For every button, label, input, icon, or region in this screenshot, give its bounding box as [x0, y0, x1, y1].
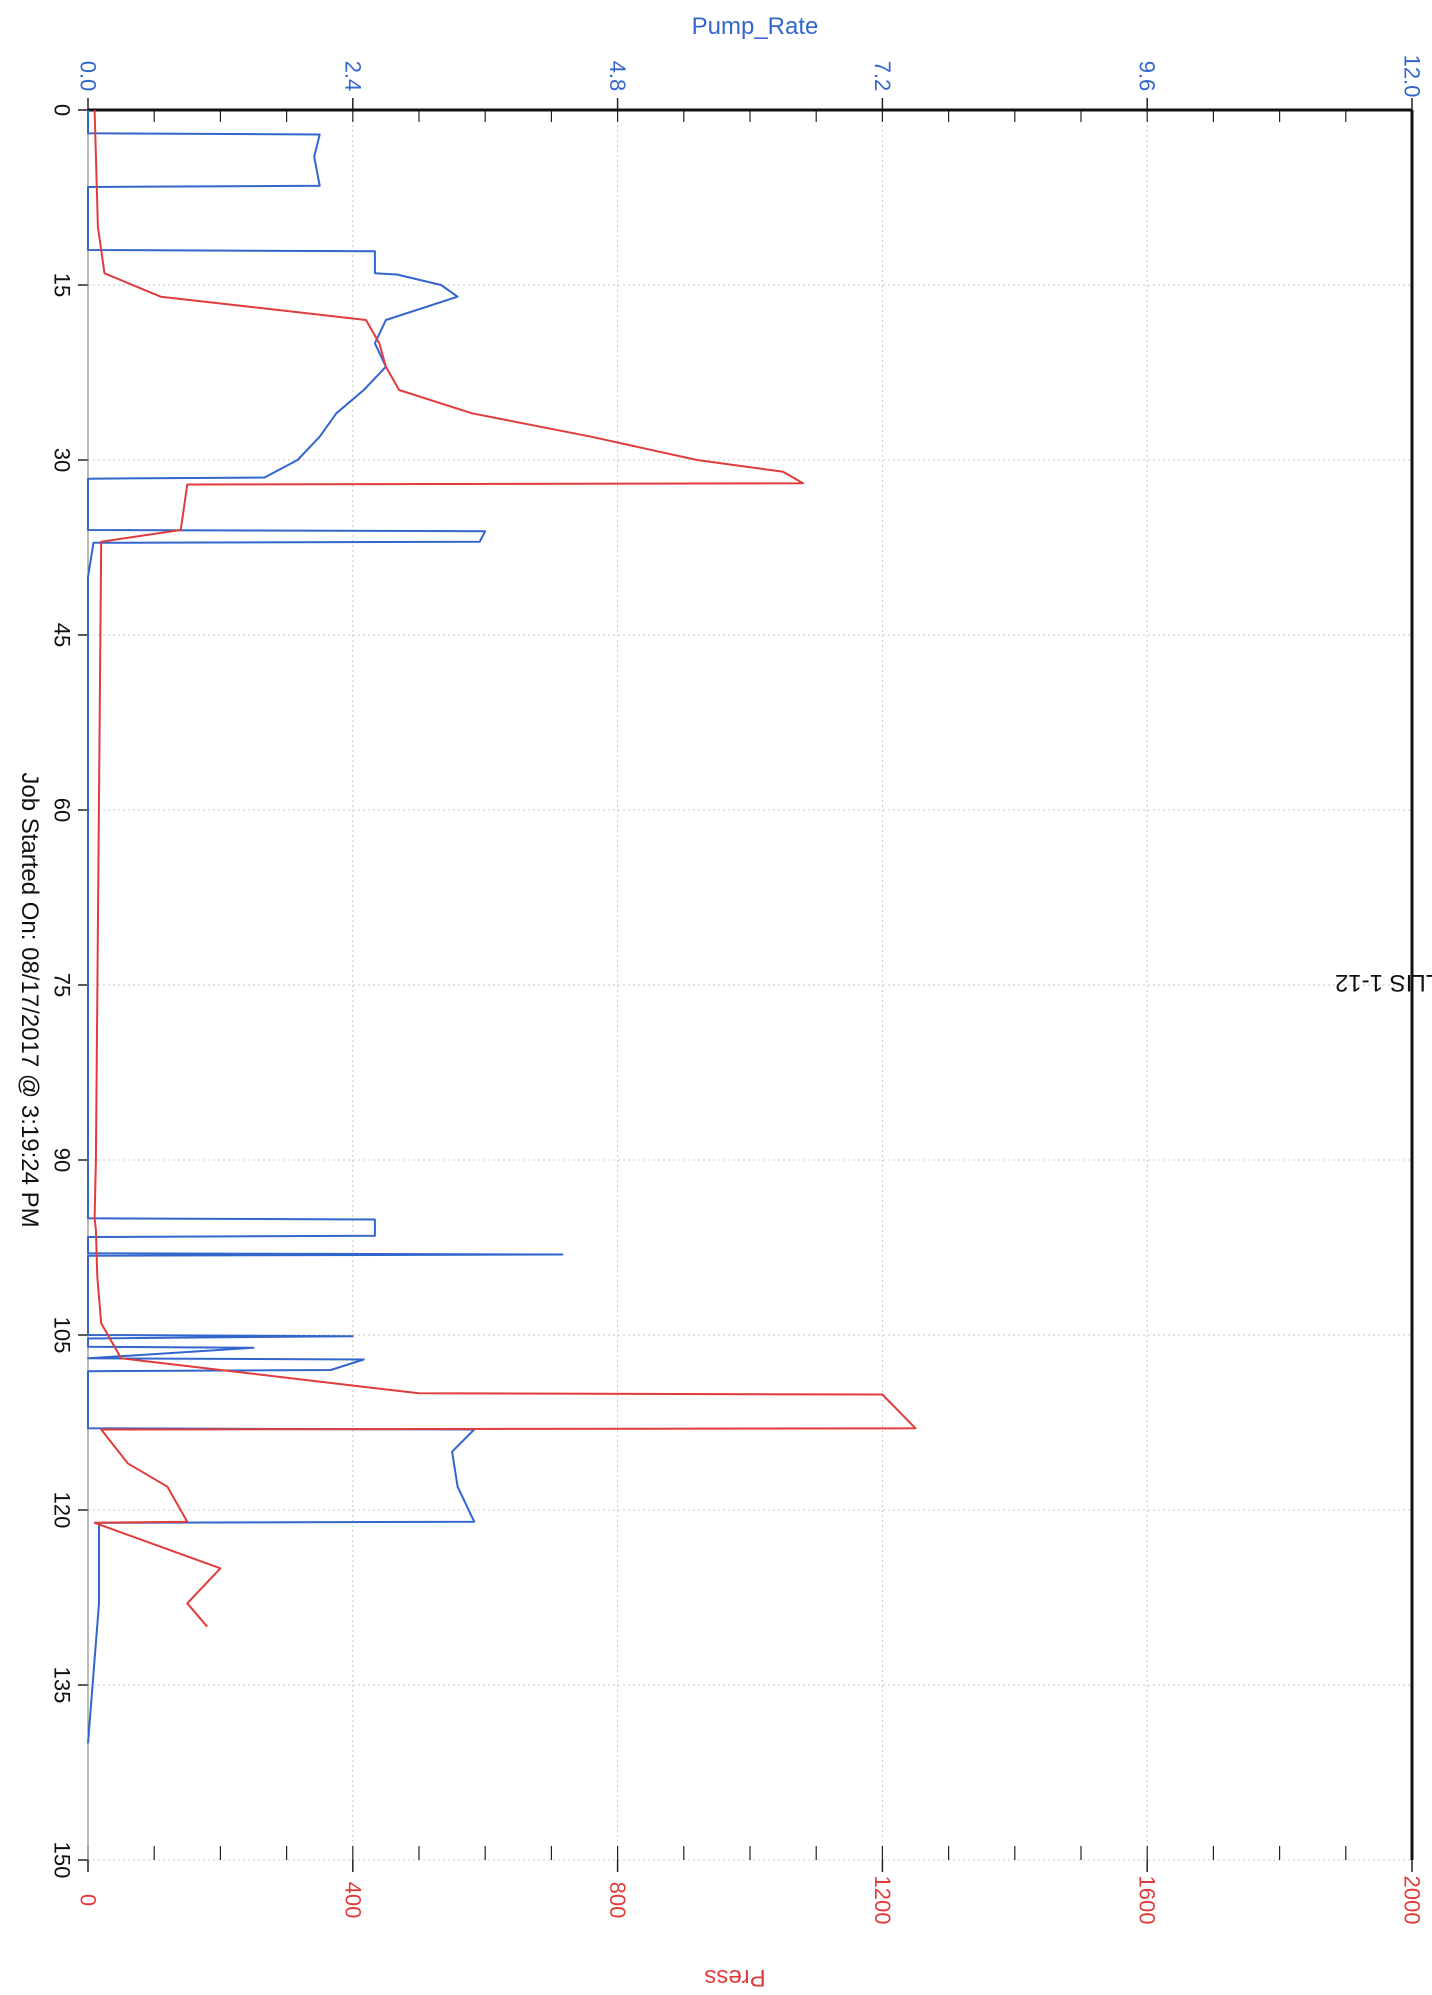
- time-tick-label: 45: [50, 623, 75, 647]
- time-tick-label: 120: [50, 1492, 75, 1529]
- rate-tick-label: 7.2: [870, 61, 895, 92]
- rate-tick-label: 0.0: [76, 61, 101, 92]
- press-tick-label: 400: [340, 1882, 365, 1919]
- time-tick-label: 15: [50, 273, 75, 297]
- press-tick-label: 800: [605, 1882, 630, 1919]
- chart-title: ELLIS 1-12: [1335, 969, 1432, 996]
- job-started-footer: Job Started On: 08/17/2017 @ 3:19:24 PM: [16, 772, 43, 1227]
- press-tick-label: 2000: [1400, 1876, 1425, 1925]
- axis-labels: 0 15 30 45 60 75 90 105 120 135 150 0.0 2.4 4.8 7.2 9.6…: [50, 55, 1425, 1925]
- time-tick-label: 90: [50, 1148, 75, 1172]
- rate-tick-label: 2.4: [340, 61, 365, 92]
- press-axis-title: Press: [704, 1964, 765, 1991]
- time-tick-label: 105: [50, 1317, 75, 1354]
- time-tick-label: 60: [50, 798, 75, 822]
- rate-axis-title: Pump_Rate: [692, 13, 819, 40]
- rate-tick-label: 12.0: [1400, 55, 1425, 98]
- rate-tick-label: 9.6: [1135, 61, 1160, 92]
- press-tick-label: 1600: [1135, 1876, 1160, 1925]
- time-tick-label: 0: [50, 104, 75, 116]
- rate-tick-label: 4.8: [605, 61, 630, 92]
- grid-lines: [88, 109, 1413, 1861]
- data-series: [87, 109, 917, 1744]
- series-line-press: [93, 109, 917, 1628]
- time-tick-label: 30: [50, 448, 75, 472]
- press-tick-label: 0: [76, 1894, 101, 1906]
- time-tick-label: 150: [50, 1842, 75, 1879]
- press-tick-label: 1200: [870, 1876, 895, 1925]
- time-tick-label: 75: [50, 973, 75, 997]
- time-tick-label: 135: [50, 1667, 75, 1704]
- series-line-pump-rate: [87, 110, 564, 1744]
